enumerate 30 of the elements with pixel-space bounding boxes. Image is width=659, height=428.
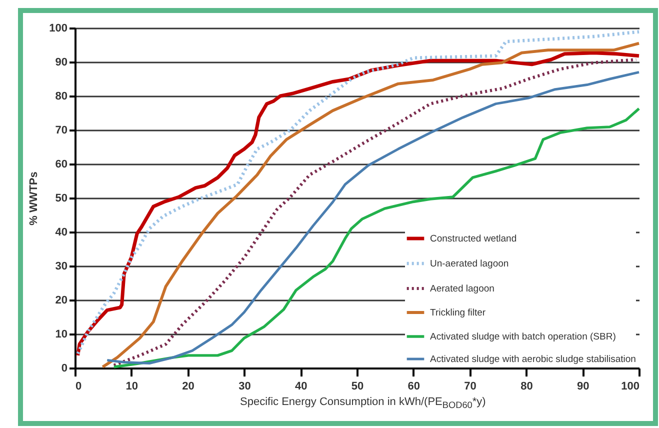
legend-label: Activated sludge with aerobic sludge stabilisation [430, 354, 636, 365]
x-tick-label: 80 [520, 380, 533, 392]
legend-label: Activated sludge with batch operation (SBR) [430, 332, 616, 342]
legend-label: Trickling filter [430, 308, 486, 318]
x-tick-label: 50 [351, 380, 364, 392]
y-tick-label: 70 [55, 124, 68, 136]
legend-label: Aerated lagoon [430, 284, 494, 294]
legend-label: Un-aerated lagoon [430, 258, 509, 270]
x-tick-label: 90 [576, 380, 590, 392]
x-tick-label: 60 [408, 380, 420, 392]
y-axis-title: % WWTPs [28, 172, 40, 226]
x-tick-label: 70 [464, 380, 476, 392]
y-tick-label: 0 [61, 362, 68, 374]
x-tick-label: 10 [126, 380, 138, 392]
x-tick-label: 20 [182, 380, 194, 392]
x-tick-label: 100 [621, 380, 640, 392]
y-tick-label: 40 [55, 226, 68, 238]
y-tick-label: 60 [55, 158, 68, 170]
x-tick-label: 30 [238, 380, 251, 392]
y-tick-label: 80 [55, 90, 68, 102]
x-tick-label: 40 [294, 380, 308, 392]
x-axis-title: Specific Energy Consumption in kWh/(PE$_{BOD60}$*y) [240, 396, 486, 410]
y-tick-label: 20 [55, 294, 68, 306]
x-tick-label: 0 [76, 380, 82, 392]
y-tick-label: 10 [55, 328, 68, 340]
y-tick-label: 90 [55, 56, 68, 68]
legend-label: Constructed wetland [430, 234, 517, 244]
y-tick-label: 100 [49, 22, 68, 34]
y-tick-label: 30 [55, 260, 68, 272]
y-tick-label: 50 [55, 192, 68, 204]
